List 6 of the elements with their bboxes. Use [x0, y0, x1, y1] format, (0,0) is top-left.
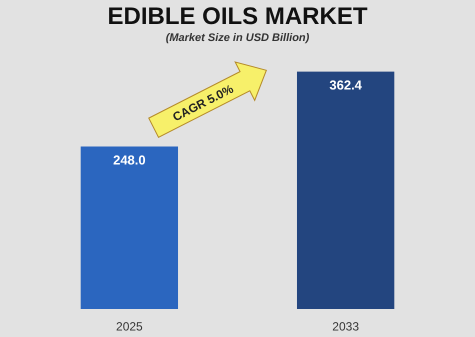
data-label: 362.4 — [329, 78, 363, 93]
data-label: 248.0 — [113, 152, 146, 168]
chart-subtitle: (Market Size in USD Billion) — [166, 32, 310, 44]
x-tick-label: 2033 — [332, 320, 360, 334]
chart-title: EDIBLE OILS MARKET — [107, 3, 368, 30]
x-tick-label: 2025 — [116, 320, 144, 334]
